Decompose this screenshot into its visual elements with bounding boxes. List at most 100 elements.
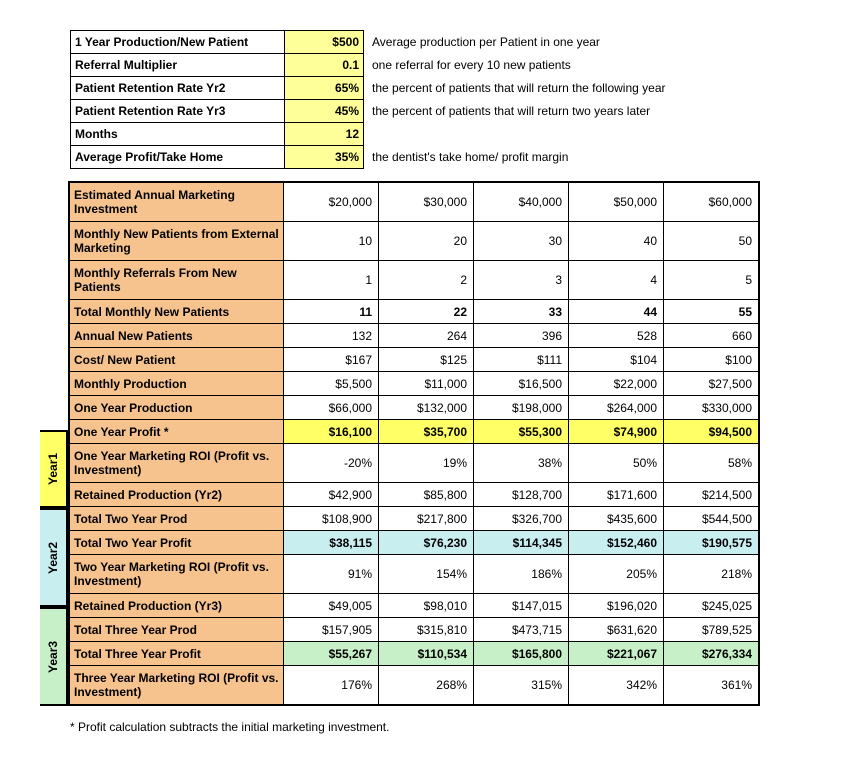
roi-row: Total Three Year Profit$55,267$110,534$1… — [69, 642, 759, 666]
roi-cell: 22 — [379, 300, 474, 324]
roi-cell: $74,900 — [569, 420, 664, 444]
roi-cell: $789,525 — [664, 618, 760, 642]
roi-cell: $276,334 — [664, 642, 760, 666]
param-row: Average Profit/Take Home35%the dentist's… — [71, 146, 671, 169]
roi-cell: $315,810 — [379, 618, 474, 642]
roi-table: Estimated Annual Marketing Investment$20… — [68, 181, 760, 706]
roi-cell: 528 — [569, 324, 664, 348]
roi-cell: $22,000 — [569, 372, 664, 396]
param-value: 45% — [285, 100, 364, 123]
roi-row-label: Monthly Referrals From New Patients — [69, 261, 284, 300]
roi-cell: 11 — [284, 300, 379, 324]
roi-cell: 40 — [569, 222, 664, 261]
roi-row-label: Total Three Year Profit — [69, 642, 284, 666]
roi-cell: $11,000 — [379, 372, 474, 396]
roi-cell: $108,900 — [284, 507, 379, 531]
roi-cell: 50% — [569, 444, 664, 483]
roi-cell: 50 — [664, 222, 760, 261]
roi-cell: $264,000 — [569, 396, 664, 420]
param-value: 65% — [285, 77, 364, 100]
roi-cell: $435,600 — [569, 507, 664, 531]
roi-cell: $167 — [284, 348, 379, 372]
param-row: Months12 — [71, 123, 671, 146]
roi-cell: $157,905 — [284, 618, 379, 642]
param-label: Referral Multiplier — [71, 54, 285, 77]
roi-cell: 315% — [474, 666, 569, 706]
roi-cell: $631,620 — [569, 618, 664, 642]
roi-row-label: One Year Marketing ROI (Profit vs. Inves… — [69, 444, 284, 483]
roi-row: Total Monthly New Patients1122334455 — [69, 300, 759, 324]
roi-cell: $214,500 — [664, 483, 760, 507]
param-row: 1 Year Production/New Patient$500Average… — [71, 31, 671, 54]
roi-cell: 4 — [569, 261, 664, 300]
roi-cell: 2 — [379, 261, 474, 300]
roi-cell: $221,067 — [569, 642, 664, 666]
roi-cell: $165,800 — [474, 642, 569, 666]
roi-cell: 10 — [284, 222, 379, 261]
roi-row-label: Total Two Year Profit — [69, 531, 284, 555]
roi-cell: 30 — [474, 222, 569, 261]
roi-row: Monthly New Patients from External Marke… — [69, 222, 759, 261]
roi-row: One Year Profit *$16,100$35,700$55,300$7… — [69, 420, 759, 444]
roi-cell: $49,005 — [284, 594, 379, 618]
roi-cell: $40,000 — [474, 182, 569, 222]
roi-cell: $152,460 — [569, 531, 664, 555]
roi-cell: $16,500 — [474, 372, 569, 396]
roi-cell: $94,500 — [664, 420, 760, 444]
roi-row: Monthly Referrals From New Patients12345 — [69, 261, 759, 300]
param-note: the dentist's take home/ profit margin — [364, 146, 671, 169]
roi-row: Retained Production (Yr2)$42,900$85,800 $… — [69, 483, 759, 507]
roi-cell: $114,345 — [474, 531, 569, 555]
param-value: $500 — [285, 31, 364, 54]
roi-cell: $35,700 — [379, 420, 474, 444]
roi-row: Two Year Marketing ROI (Profit vs. Inves… — [69, 555, 759, 594]
roi-row: Three Year Marketing ROI (Profit vs. Inv… — [69, 666, 759, 706]
roi-cell: $85,800 — [379, 483, 474, 507]
year-tabs-column: Year1Year2Year3 — [40, 181, 68, 706]
roi-row: Estimated Annual Marketing Investment$20… — [69, 182, 759, 222]
roi-row: Total Two Year Prod$108,900$217,800$326,… — [69, 507, 759, 531]
year-tab: Year3 — [40, 607, 68, 706]
roi-row-label: Retained Production (Yr2) — [69, 483, 284, 507]
roi-row: Total Three Year Prod$157,905$315,810$47… — [69, 618, 759, 642]
roi-cell: 342% — [569, 666, 664, 706]
roi-cell: $30,000 — [379, 182, 474, 222]
roi-cell: 33 — [474, 300, 569, 324]
param-note: the percent of patients that will return… — [364, 100, 671, 123]
roi-cell: $20,000 — [284, 182, 379, 222]
roi-cell: -20% — [284, 444, 379, 483]
roi-cell: $42,900 — [284, 483, 379, 507]
roi-row-label: Monthly Production — [69, 372, 284, 396]
roi-cell: 20 — [379, 222, 474, 261]
roi-cell: $50,000 — [569, 182, 664, 222]
roi-row: Monthly Production$5,500$11,000$16,500$2… — [69, 372, 759, 396]
roi-row: Cost/ New Patient$167$125$111$104$100 — [69, 348, 759, 372]
param-row: Patient Retention Rate Yr345%the percent… — [71, 100, 671, 123]
parameters-table: 1 Year Production/New Patient$500Average… — [70, 30, 671, 169]
param-row: Referral Multiplier0.1one referral for e… — [71, 54, 671, 77]
roi-row-label: Monthly New Patients from External Marke… — [69, 222, 284, 261]
roi-cell: 5 — [664, 261, 760, 300]
roi-cell: $76,230 — [379, 531, 474, 555]
roi-cell: $16,100 — [284, 420, 379, 444]
roi-cell: 176% — [284, 666, 379, 706]
roi-row: Retained Production (Yr3)$49,005$98,010$… — [69, 594, 759, 618]
roi-block: Year1Year2Year3 Estimated Annual Marketi… — [40, 181, 820, 706]
param-value: 12 — [285, 123, 364, 146]
roi-row-label: Total Two Year Prod — [69, 507, 284, 531]
year-tab-spacer — [40, 234, 68, 430]
roi-row-label: Two Year Marketing ROI (Profit vs. Inves… — [69, 555, 284, 594]
roi-cell: $110,534 — [379, 642, 474, 666]
roi-row-label: Three Year Marketing ROI (Profit vs. Inv… — [69, 666, 284, 706]
roi-cell: $330,000 — [664, 396, 760, 420]
roi-cell: $326,700 — [474, 507, 569, 531]
year-tab: Year1 — [40, 430, 68, 508]
footnote: * Profit calculation subtracts the initi… — [40, 720, 820, 734]
param-label: Patient Retention Rate Yr3 — [71, 100, 285, 123]
roi-cell: 205% — [569, 555, 664, 594]
roi-cell: 132 — [284, 324, 379, 348]
roi-cell: $544,500 — [664, 507, 760, 531]
roi-cell: 38% — [474, 444, 569, 483]
roi-cell: 91% — [284, 555, 379, 594]
roi-cell: $125 — [379, 348, 474, 372]
